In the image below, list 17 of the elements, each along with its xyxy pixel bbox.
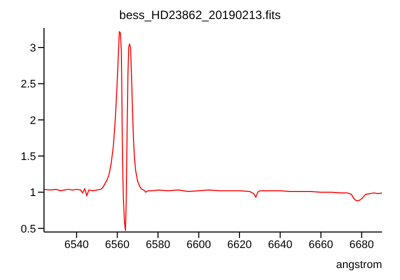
y-tick-label: 2.5 bbox=[20, 78, 36, 91]
x-tick-label: 6620 bbox=[227, 238, 252, 251]
x-tick-label: 6540 bbox=[64, 238, 89, 251]
y-tick-label: 1.5 bbox=[20, 150, 36, 163]
x-tick-label: 6640 bbox=[268, 238, 292, 251]
x-tick-label: 6600 bbox=[186, 238, 211, 251]
x-tick-label: 6680 bbox=[349, 238, 374, 251]
line-series bbox=[44, 31, 382, 232]
chart-title: bess_HD23862_20190213.fits bbox=[118, 8, 282, 24]
x-axis-title: angstrom bbox=[336, 259, 382, 271]
x-tick-label: 6660 bbox=[308, 238, 334, 251]
y-tick-label: 0.5 bbox=[20, 223, 36, 236]
x-tick-label: 6580 bbox=[146, 238, 170, 251]
y-tick-label: 3 bbox=[30, 42, 36, 54]
y-tick-label: 1 bbox=[30, 187, 36, 200]
y-tick-label: 2 bbox=[30, 114, 36, 127]
x-tick-label: 6560 bbox=[105, 238, 130, 251]
